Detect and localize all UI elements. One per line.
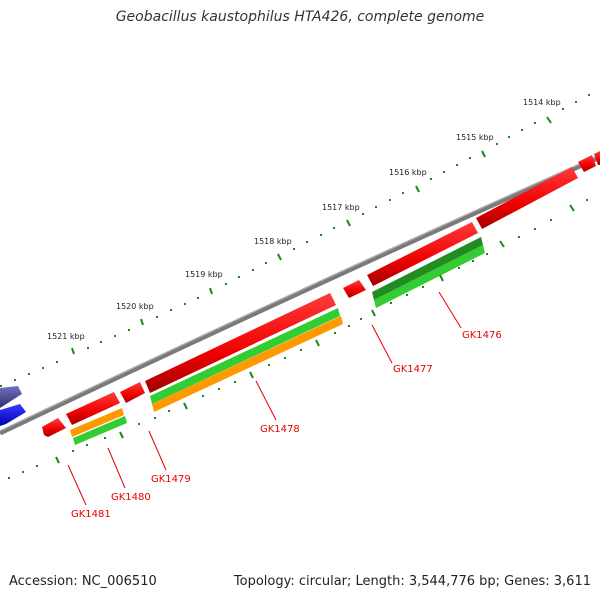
forward-strand-genes xyxy=(42,151,600,437)
gene-label-gk1481[interactable]: GK1481 xyxy=(71,509,111,520)
gene-arrow[interactable] xyxy=(42,418,66,437)
gene-labels: GK1476 GK1477 GK1478 GK1479 GK1480 GK148… xyxy=(71,330,502,520)
green-feature[interactable] xyxy=(150,308,340,404)
blue-gene[interactable] xyxy=(0,404,26,426)
edge-genes-left xyxy=(0,386,26,426)
gene-arrow[interactable] xyxy=(120,382,145,403)
gene-label-gk1478[interactable]: GK1478 xyxy=(260,424,300,435)
scale-label-1514: 1514 kbp xyxy=(523,98,561,107)
gene-arrow[interactable] xyxy=(343,280,366,298)
gene-label-gk1476[interactable]: GK1476 xyxy=(462,330,502,341)
outer-scale-track: 1514 kbp 1515 kbp 1516 kbp 1517 kbp 1518… xyxy=(0,94,590,387)
topology-text: Topology: circular; Length: 3,544,776 bp… xyxy=(233,574,591,589)
scale-labels: 1514 kbp 1515 kbp 1516 kbp 1517 kbp 1518… xyxy=(47,98,561,341)
scale-label-1520: 1520 kbp xyxy=(116,302,154,311)
scale-label-1521: 1521 kbp xyxy=(47,332,85,341)
purple-gene[interactable] xyxy=(0,386,22,408)
gene-label-gk1477[interactable]: GK1477 xyxy=(393,364,433,375)
scale-label-1516: 1516 kbp xyxy=(389,168,427,177)
orange-feature[interactable] xyxy=(152,316,343,412)
inner-scale-track xyxy=(55,204,575,464)
dark-green-feature[interactable] xyxy=(372,237,483,300)
map-title: Geobacillus kaustophilus HTA426, complet… xyxy=(115,9,485,25)
gene-label-gk1480[interactable]: GK1480 xyxy=(111,492,151,503)
genome-backbone-highlight xyxy=(0,154,600,432)
scale-label-1515: 1515 kbp xyxy=(456,133,494,142)
gene-arrow[interactable] xyxy=(594,151,600,165)
gene-arrow[interactable] xyxy=(145,293,336,393)
green-feature[interactable] xyxy=(374,245,485,308)
orange-feature[interactable] xyxy=(70,408,124,437)
gene-label-gk1479[interactable]: GK1479 xyxy=(151,474,191,485)
gene-arrow[interactable] xyxy=(66,392,120,425)
gene-arrow[interactable] xyxy=(578,155,596,172)
gene-label-leaders xyxy=(67,291,462,506)
scale-label-1519: 1519 kbp xyxy=(185,270,223,279)
gene-arrow[interactable] xyxy=(367,222,478,286)
scale-label-1518: 1518 kbp xyxy=(254,237,292,246)
inner-scale-dots xyxy=(8,199,588,479)
genome-backbone xyxy=(0,154,600,436)
outer-scale-dots xyxy=(0,94,590,387)
gene-arrow[interactable] xyxy=(476,167,578,229)
accession-text: Accession: NC_006510 xyxy=(9,574,157,589)
scale-label-1517: 1517 kbp xyxy=(322,203,360,212)
green-feature[interactable] xyxy=(73,416,127,445)
feature-track xyxy=(70,237,485,445)
outer-scale-ticks xyxy=(71,116,552,355)
